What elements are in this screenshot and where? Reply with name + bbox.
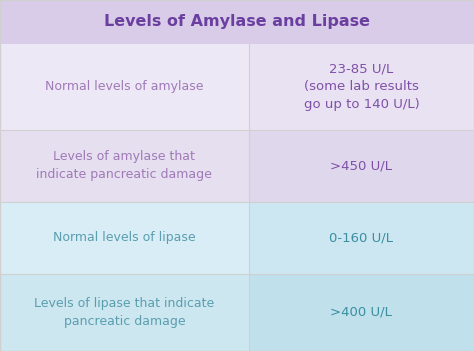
Bar <box>0 202 249 274</box>
Text: Levels of amylase that
indicate pancreatic damage: Levels of amylase that indicate pancreat… <box>36 150 212 181</box>
Bar <box>249 44 474 130</box>
Text: Normal levels of lipase: Normal levels of lipase <box>53 231 196 244</box>
Text: 23-85 U/L
(some lab results
go up to 140 U/L): 23-85 U/L (some lab results go up to 140… <box>303 62 419 111</box>
Bar <box>0 0 474 44</box>
Bar <box>249 274 474 351</box>
Text: >450 U/L: >450 U/L <box>330 159 392 172</box>
Text: Normal levels of amylase: Normal levels of amylase <box>45 80 204 93</box>
Bar <box>0 274 249 351</box>
Text: 0-160 U/L: 0-160 U/L <box>329 231 393 244</box>
Bar <box>249 202 474 274</box>
Text: >400 U/L: >400 U/L <box>330 306 392 319</box>
Text: Levels of Amylase and Lipase: Levels of Amylase and Lipase <box>104 14 370 29</box>
Text: Levels of lipase that indicate
pancreatic damage: Levels of lipase that indicate pancreati… <box>34 297 215 328</box>
Bar <box>0 130 249 202</box>
Bar <box>0 44 249 130</box>
Bar <box>249 130 474 202</box>
